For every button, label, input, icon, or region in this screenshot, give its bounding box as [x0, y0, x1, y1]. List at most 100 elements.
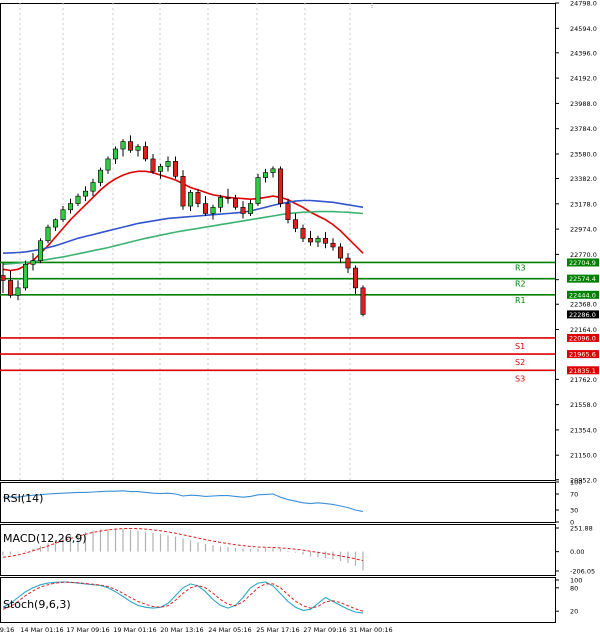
candle-body [322, 237, 328, 244]
price-tick-label: 23580.0 [570, 150, 597, 158]
price-tick-label: 23988.0 [570, 100, 597, 108]
level-value-s3: 21835.1 [569, 367, 596, 375]
ma-line-1 [2, 199, 364, 254]
level-name-r2: R2 [515, 280, 526, 289]
level-value-r3: 22704.9 [569, 259, 596, 267]
candle-body [188, 192, 194, 207]
level-name-s3: S3 [515, 374, 525, 383]
candle-body [173, 161, 179, 177]
price-tick-label: 23784.0 [570, 125, 597, 133]
time-label: 31 Mar 00:16 [349, 626, 392, 634]
price-tick-label: 24396.0 [570, 49, 597, 57]
candle-body [37, 240, 43, 261]
candle-body [165, 161, 171, 167]
time-label: 9:16 [0, 626, 14, 634]
candle-body [15, 287, 21, 296]
ma-line-2 [2, 210, 364, 266]
price-tick-label: 22368.0 [570, 301, 597, 309]
time-label: 14 Mar 01:16 [20, 626, 63, 634]
level-badge-r1 [567, 290, 599, 299]
stoch-label: Stoch(9,6,3) [3, 598, 71, 611]
price-tick-label: 21150.0 [570, 452, 597, 460]
time-label: 19 Mar 01:16 [113, 626, 156, 634]
candle-body [128, 141, 134, 151]
time-label: 20 Mar 13:16 [160, 626, 203, 634]
price-tick-label: 24798.0 [570, 0, 597, 8]
level-value-r1: 22444.0 [569, 291, 596, 299]
candle-body [8, 280, 14, 296]
level-value-s1: 22096.0 [569, 334, 596, 342]
candle-body [150, 158, 156, 172]
candle-body [180, 175, 186, 207]
candle-body [330, 242, 336, 248]
stoch-tick-label: 20 [570, 608, 578, 616]
price-panel-frame [0, 3, 556, 481]
macd-tick-label: 251.88 [570, 525, 593, 533]
candle-body [90, 182, 96, 192]
level-name-r1: R1 [515, 296, 526, 305]
last-price-label: 22286.0 [569, 311, 596, 319]
time-label: 17 Mar 09:16 [66, 626, 109, 634]
candle-body [277, 168, 283, 204]
level-value-s2: 21965.6 [569, 351, 596, 359]
candle-body [270, 168, 276, 173]
stoch-tick-label: 80 [570, 584, 578, 592]
price-tick-label: 20952.0 [570, 476, 597, 484]
price-tick-label: 23178.0 [570, 200, 597, 208]
level-name-s1: S1 [515, 342, 525, 351]
price-tick-label: 24192.0 [570, 75, 597, 83]
rsi-line [2, 490, 364, 513]
level-badge-s1 [567, 333, 599, 342]
level-name-s2: S2 [515, 358, 525, 367]
level-name-r3: R3 [515, 263, 526, 272]
candle-body [75, 195, 81, 204]
candle-body [120, 141, 126, 150]
candle-body [45, 226, 51, 242]
candle-body [210, 206, 216, 214]
rsi-tick-label: 100 [570, 479, 582, 487]
candle-body [292, 219, 298, 229]
price-tick-label: 21762.0 [570, 376, 597, 384]
time-label: 24 Mar 05:16 [208, 626, 251, 634]
candle-body [203, 203, 209, 214]
last-price-badge [567, 310, 599, 319]
rsi-tick-label: 30 [570, 507, 578, 515]
candle-body [360, 287, 366, 315]
candle-body [300, 228, 306, 239]
candle-body [68, 203, 74, 211]
candle-body [225, 197, 231, 199]
macd-signal-line [2, 527, 364, 562]
stoch-d-line [2, 581, 364, 612]
rsi-panel-frame [0, 482, 556, 523]
candle-body [307, 237, 313, 243]
candle-body [262, 172, 268, 178]
candle-body [105, 158, 111, 171]
rsi-tick-label: 70 [570, 491, 578, 499]
candle-body [98, 169, 104, 183]
macd-label: MACD(12,26,9) [3, 532, 87, 545]
time-label: 25 Mar 17:16 [256, 626, 299, 634]
price-tick-label: 22164.0 [570, 326, 597, 334]
level-badge-r2 [567, 274, 599, 283]
candle-body [83, 190, 89, 197]
macd-tick-label: 0.00 [570, 548, 584, 556]
candle-body [337, 246, 343, 259]
level-value-r2: 22574.4 [569, 275, 596, 283]
candle-body [0, 275, 6, 281]
price-tick-label: 22974.0 [570, 226, 597, 234]
candle-body [218, 197, 224, 208]
candle-body [113, 148, 119, 160]
candle-body [315, 237, 321, 243]
price-tick-label: 21354.0 [570, 426, 597, 434]
candle-body [158, 166, 164, 172]
candle-body [60, 209, 66, 220]
level-badge-r3 [567, 258, 599, 267]
level-badge-s3 [567, 366, 599, 375]
price-tick-label: 24594.0 [570, 25, 597, 33]
price-tick-label: 23382.0 [570, 175, 597, 183]
time-label: 27 Mar 09:16 [303, 626, 346, 634]
rsi-tick-label: 0 [570, 519, 574, 527]
candle-body [30, 260, 36, 265]
